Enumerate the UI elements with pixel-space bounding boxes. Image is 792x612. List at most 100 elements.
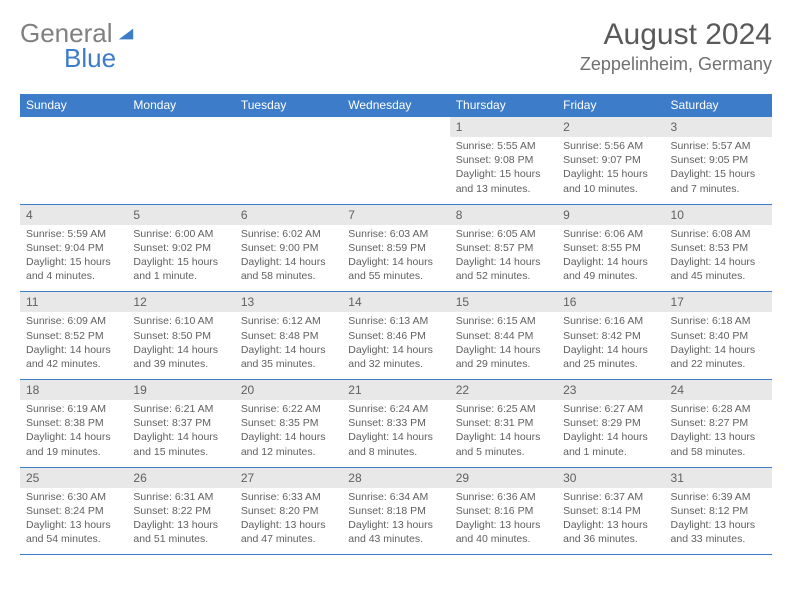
day-number-cell: 18 <box>20 380 127 401</box>
day-detail-cell: Sunrise: 6:16 AMSunset: 8:42 PMDaylight:… <box>557 312 664 379</box>
sunrise-text: Sunrise: 6:39 AM <box>671 490 766 504</box>
day-detail-cell: Sunrise: 6:05 AMSunset: 8:57 PMDaylight:… <box>450 225 557 292</box>
sunrise-text: Sunrise: 6:10 AM <box>133 314 228 328</box>
sunset-text: Sunset: 8:40 PM <box>671 329 766 343</box>
day-number-cell: 21 <box>342 380 449 401</box>
day-detail-cell: Sunrise: 6:33 AMSunset: 8:20 PMDaylight:… <box>235 488 342 555</box>
sunrise-text: Sunrise: 6:21 AM <box>133 402 228 416</box>
day-number-cell: 12 <box>127 292 234 313</box>
daylight-text: Daylight: 14 hours and 45 minutes. <box>671 255 766 283</box>
sunrise-text: Sunrise: 6:31 AM <box>133 490 228 504</box>
day-detail-cell: Sunrise: 6:02 AMSunset: 9:00 PMDaylight:… <box>235 225 342 292</box>
day-detail-cell: Sunrise: 6:39 AMSunset: 8:12 PMDaylight:… <box>665 488 772 555</box>
sunset-text: Sunset: 9:07 PM <box>563 153 658 167</box>
logo-triangle-icon <box>117 25 135 43</box>
sunset-text: Sunset: 8:37 PM <box>133 416 228 430</box>
day-number-cell <box>235 117 342 138</box>
sunrise-text: Sunrise: 6:02 AM <box>241 227 336 241</box>
day-detail-cell: Sunrise: 6:19 AMSunset: 8:38 PMDaylight:… <box>20 400 127 467</box>
sunset-text: Sunset: 8:12 PM <box>671 504 766 518</box>
sunrise-text: Sunrise: 6:36 AM <box>456 490 551 504</box>
week-num-row: 25262728293031 <box>20 467 772 488</box>
day-detail-cell <box>342 137 449 204</box>
daylight-text: Daylight: 14 hours and 42 minutes. <box>26 343 121 371</box>
sunrise-text: Sunrise: 6:16 AM <box>563 314 658 328</box>
location-label: Zeppelinheim, Germany <box>580 54 772 75</box>
day-detail-cell: Sunrise: 6:30 AMSunset: 8:24 PMDaylight:… <box>20 488 127 555</box>
day-detail-cell: Sunrise: 6:13 AMSunset: 8:46 PMDaylight:… <box>342 312 449 379</box>
sunrise-text: Sunrise: 6:27 AM <box>563 402 658 416</box>
daylight-text: Daylight: 13 hours and 33 minutes. <box>671 518 766 546</box>
day-detail-cell: Sunrise: 6:24 AMSunset: 8:33 PMDaylight:… <box>342 400 449 467</box>
day-detail-cell: Sunrise: 6:28 AMSunset: 8:27 PMDaylight:… <box>665 400 772 467</box>
week-num-row: 45678910 <box>20 204 772 225</box>
daylight-text: Daylight: 13 hours and 54 minutes. <box>26 518 121 546</box>
sunset-text: Sunset: 8:18 PM <box>348 504 443 518</box>
day-detail-cell: Sunrise: 6:15 AMSunset: 8:44 PMDaylight:… <box>450 312 557 379</box>
sunrise-text: Sunrise: 6:00 AM <box>133 227 228 241</box>
day-detail-cell: Sunrise: 6:10 AMSunset: 8:50 PMDaylight:… <box>127 312 234 379</box>
day-number-cell: 5 <box>127 204 234 225</box>
sunset-text: Sunset: 9:04 PM <box>26 241 121 255</box>
sunset-text: Sunset: 8:42 PM <box>563 329 658 343</box>
day-number-cell: 7 <box>342 204 449 225</box>
day-number-cell: 9 <box>557 204 664 225</box>
daylight-text: Daylight: 14 hours and 35 minutes. <box>241 343 336 371</box>
sunset-text: Sunset: 8:29 PM <box>563 416 658 430</box>
sunset-text: Sunset: 9:02 PM <box>133 241 228 255</box>
sunrise-text: Sunrise: 5:55 AM <box>456 139 551 153</box>
day-number-cell: 10 <box>665 204 772 225</box>
sunset-text: Sunset: 8:16 PM <box>456 504 551 518</box>
day-number-cell: 24 <box>665 380 772 401</box>
day-number-cell: 1 <box>450 117 557 138</box>
day-number-cell <box>20 117 127 138</box>
week-detail-row: Sunrise: 5:59 AMSunset: 9:04 PMDaylight:… <box>20 225 772 292</box>
sunset-text: Sunset: 9:08 PM <box>456 153 551 167</box>
logo-blue: Blue <box>64 43 116 73</box>
sunrise-text: Sunrise: 6:37 AM <box>563 490 658 504</box>
sunrise-text: Sunrise: 6:09 AM <box>26 314 121 328</box>
day-number-cell: 14 <box>342 292 449 313</box>
day-detail-cell: Sunrise: 6:03 AMSunset: 8:59 PMDaylight:… <box>342 225 449 292</box>
daylight-text: Daylight: 15 hours and 13 minutes. <box>456 167 551 195</box>
day-number-cell: 28 <box>342 467 449 488</box>
day-number-cell: 17 <box>665 292 772 313</box>
day-detail-cell: Sunrise: 5:56 AMSunset: 9:07 PMDaylight:… <box>557 137 664 204</box>
sunrise-text: Sunrise: 6:33 AM <box>241 490 336 504</box>
day-number-cell: 4 <box>20 204 127 225</box>
day-detail-cell: Sunrise: 5:55 AMSunset: 9:08 PMDaylight:… <box>450 137 557 204</box>
day-number-cell: 3 <box>665 117 772 138</box>
day-detail-cell: Sunrise: 6:36 AMSunset: 8:16 PMDaylight:… <box>450 488 557 555</box>
sunrise-text: Sunrise: 6:05 AM <box>456 227 551 241</box>
week-num-row: 123 <box>20 117 772 138</box>
week-detail-row: Sunrise: 6:09 AMSunset: 8:52 PMDaylight:… <box>20 312 772 379</box>
sunrise-text: Sunrise: 6:18 AM <box>671 314 766 328</box>
sunset-text: Sunset: 8:50 PM <box>133 329 228 343</box>
day-number-cell: 8 <box>450 204 557 225</box>
daylight-text: Daylight: 14 hours and 12 minutes. <box>241 430 336 458</box>
sunrise-text: Sunrise: 6:30 AM <box>26 490 121 504</box>
day-number-cell: 6 <box>235 204 342 225</box>
day-detail-cell <box>20 137 127 204</box>
day-detail-cell: Sunrise: 6:22 AMSunset: 8:35 PMDaylight:… <box>235 400 342 467</box>
day-number-cell: 11 <box>20 292 127 313</box>
sunrise-text: Sunrise: 6:34 AM <box>348 490 443 504</box>
daylight-text: Daylight: 14 hours and 32 minutes. <box>348 343 443 371</box>
sunrise-text: Sunrise: 6:25 AM <box>456 402 551 416</box>
daylight-text: Daylight: 15 hours and 4 minutes. <box>26 255 121 283</box>
day-number-cell: 27 <box>235 467 342 488</box>
day-number-cell <box>342 117 449 138</box>
day-detail-cell: Sunrise: 6:00 AMSunset: 9:02 PMDaylight:… <box>127 225 234 292</box>
week-detail-row: Sunrise: 6:30 AMSunset: 8:24 PMDaylight:… <box>20 488 772 555</box>
page-title: August 2024 <box>580 18 772 52</box>
dayhead-tue: Tuesday <box>235 94 342 117</box>
day-number-cell: 22 <box>450 380 557 401</box>
day-detail-cell: Sunrise: 5:59 AMSunset: 9:04 PMDaylight:… <box>20 225 127 292</box>
daylight-text: Daylight: 14 hours and 29 minutes. <box>456 343 551 371</box>
day-detail-cell: Sunrise: 6:06 AMSunset: 8:55 PMDaylight:… <box>557 225 664 292</box>
daylight-text: Daylight: 13 hours and 47 minutes. <box>241 518 336 546</box>
daylight-text: Daylight: 14 hours and 8 minutes. <box>348 430 443 458</box>
daylight-text: Daylight: 14 hours and 22 minutes. <box>671 343 766 371</box>
daylight-text: Daylight: 14 hours and 58 minutes. <box>241 255 336 283</box>
sunrise-text: Sunrise: 5:59 AM <box>26 227 121 241</box>
